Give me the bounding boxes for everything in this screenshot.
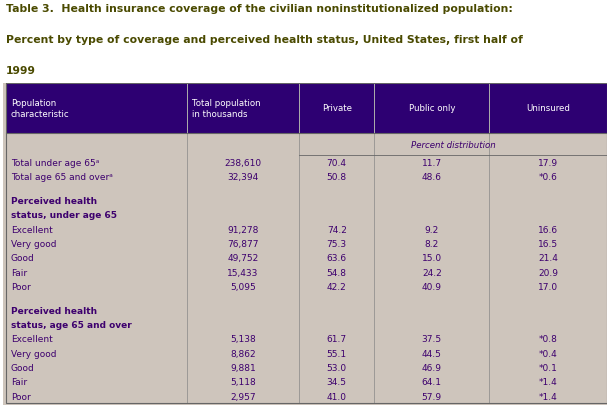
Text: Very good: Very good <box>11 349 56 358</box>
Text: Excellent: Excellent <box>11 225 52 234</box>
Text: 5,095: 5,095 <box>230 282 256 291</box>
Text: Very good: Very good <box>11 239 56 248</box>
Text: Percent distribution: Percent distribution <box>411 140 495 149</box>
Text: 2,957: 2,957 <box>231 392 256 401</box>
Text: Fair: Fair <box>11 378 27 387</box>
Text: 91,278: 91,278 <box>228 225 259 234</box>
Text: 70.4: 70.4 <box>327 159 346 168</box>
Text: Good: Good <box>11 254 35 263</box>
Text: 63.6: 63.6 <box>326 254 346 263</box>
Text: 40.9: 40.9 <box>422 282 442 291</box>
Text: Perceived health: Perceived health <box>11 197 97 206</box>
Text: *0.1: *0.1 <box>539 363 558 372</box>
Text: Good: Good <box>11 363 35 372</box>
Text: *1.4: *1.4 <box>539 392 558 401</box>
Text: 8.2: 8.2 <box>425 239 439 248</box>
Text: status, under age 65: status, under age 65 <box>11 211 117 220</box>
Text: 44.5: 44.5 <box>422 349 442 358</box>
Text: *0.8: *0.8 <box>539 335 558 344</box>
Text: 34.5: 34.5 <box>327 378 346 387</box>
Text: 55.1: 55.1 <box>326 349 346 358</box>
Text: 49,752: 49,752 <box>228 254 259 263</box>
Text: 64.1: 64.1 <box>422 378 442 387</box>
Text: 75.3: 75.3 <box>326 239 346 248</box>
Text: Poor: Poor <box>11 282 30 291</box>
Text: 42.2: 42.2 <box>327 282 346 291</box>
Text: 1999: 1999 <box>6 66 36 76</box>
Text: Total under age 65ᵃ: Total under age 65ᵃ <box>11 159 99 168</box>
Text: 16.6: 16.6 <box>538 225 558 234</box>
Bar <box>6 84 607 134</box>
Text: Percent by type of coverage and perceived health status, United States, first ha: Percent by type of coverage and perceive… <box>6 35 523 45</box>
Text: 15.0: 15.0 <box>422 254 442 263</box>
Text: Fair: Fair <box>11 268 27 277</box>
Text: Population
characteristic: Population characteristic <box>11 99 70 118</box>
Text: *0.6: *0.6 <box>539 173 558 182</box>
Text: *0.4: *0.4 <box>539 349 558 358</box>
Text: 48.6: 48.6 <box>422 173 442 182</box>
Text: 16.5: 16.5 <box>538 239 558 248</box>
Text: Excellent: Excellent <box>11 335 52 344</box>
Text: 61.7: 61.7 <box>326 335 346 344</box>
Text: 20.9: 20.9 <box>538 268 558 277</box>
Text: status, age 65 and over: status, age 65 and over <box>11 320 132 329</box>
Text: 50.8: 50.8 <box>326 173 346 182</box>
Text: 15,433: 15,433 <box>228 268 259 277</box>
Text: 53.0: 53.0 <box>326 363 346 372</box>
Text: 32,394: 32,394 <box>228 173 259 182</box>
Text: 24.2: 24.2 <box>422 268 442 277</box>
Text: 17.9: 17.9 <box>538 159 558 168</box>
Text: 74.2: 74.2 <box>327 225 346 234</box>
Text: 21.4: 21.4 <box>538 254 558 263</box>
Text: Perceived health: Perceived health <box>11 306 97 315</box>
Text: 37.5: 37.5 <box>422 335 442 344</box>
Text: 54.8: 54.8 <box>327 268 346 277</box>
Text: 76,877: 76,877 <box>228 239 259 248</box>
Text: 17.0: 17.0 <box>538 282 558 291</box>
Text: 8,862: 8,862 <box>231 349 256 358</box>
Text: Uninsured: Uninsured <box>526 104 570 113</box>
Text: 57.9: 57.9 <box>422 392 442 401</box>
Text: 9.2: 9.2 <box>425 225 439 234</box>
Text: Poor: Poor <box>11 392 30 401</box>
Text: Public only: Public only <box>409 104 455 113</box>
Text: 46.9: 46.9 <box>422 363 442 372</box>
Text: Private: Private <box>321 104 352 113</box>
Text: 11.7: 11.7 <box>422 159 442 168</box>
Text: Total population
in thousands: Total population in thousands <box>192 99 260 118</box>
Text: *1.4: *1.4 <box>539 378 558 387</box>
Text: 5,138: 5,138 <box>230 335 256 344</box>
Text: 9,881: 9,881 <box>230 363 256 372</box>
Text: Total age 65 and overᵃ: Total age 65 and overᵃ <box>11 173 113 182</box>
Text: Table 3.  Health insurance coverage of the civilian noninstitutionalized populat: Table 3. Health insurance coverage of th… <box>6 4 513 14</box>
Text: 41.0: 41.0 <box>327 392 346 401</box>
Text: 5,118: 5,118 <box>230 378 256 387</box>
Text: 238,610: 238,610 <box>224 159 262 168</box>
